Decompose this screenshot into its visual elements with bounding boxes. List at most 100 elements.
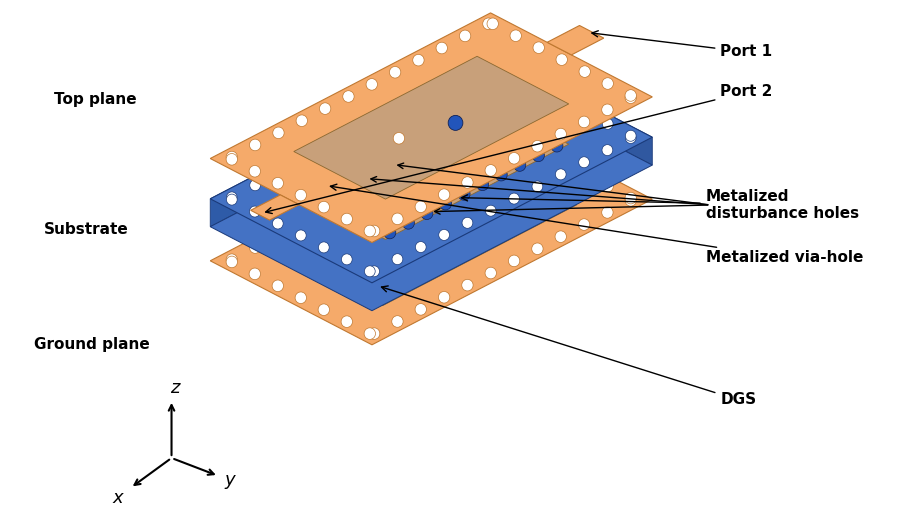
Circle shape [458,188,470,200]
Circle shape [343,193,354,205]
Text: Port 2: Port 2 [266,84,773,214]
Circle shape [552,200,561,210]
Circle shape [462,279,473,291]
Circle shape [392,135,405,147]
Circle shape [296,155,307,166]
Circle shape [399,280,408,289]
Circle shape [484,164,493,174]
Circle shape [418,189,428,199]
Circle shape [379,290,389,299]
Polygon shape [211,53,491,227]
Circle shape [320,144,330,154]
Circle shape [398,199,408,210]
Circle shape [483,59,494,69]
Circle shape [529,126,541,138]
Circle shape [295,230,306,241]
Circle shape [304,188,316,200]
Circle shape [462,217,472,228]
Circle shape [602,207,613,218]
Circle shape [272,280,284,292]
Circle shape [300,183,311,195]
Circle shape [476,178,489,191]
Circle shape [533,42,544,54]
Circle shape [524,184,533,195]
Circle shape [453,213,461,220]
Circle shape [485,267,497,279]
Circle shape [508,153,520,164]
Circle shape [369,286,378,295]
Circle shape [532,140,543,152]
Circle shape [249,206,260,217]
Circle shape [518,137,528,147]
Text: Top plane: Top plane [54,93,137,108]
Circle shape [390,169,400,181]
Circle shape [556,156,567,168]
Text: Substrate: Substrate [44,223,129,237]
Circle shape [602,180,614,192]
Circle shape [400,240,408,248]
Polygon shape [491,53,652,165]
Circle shape [510,30,521,41]
Circle shape [226,151,238,163]
Circle shape [393,132,405,144]
Circle shape [402,217,414,229]
Circle shape [227,192,238,203]
Circle shape [436,260,446,270]
Circle shape [454,125,465,135]
Circle shape [437,179,448,189]
Circle shape [355,177,365,188]
Circle shape [337,163,349,176]
Circle shape [249,268,260,280]
Circle shape [343,131,354,142]
Circle shape [296,115,308,127]
Circle shape [625,192,636,204]
Circle shape [438,229,449,241]
Circle shape [482,121,494,132]
Circle shape [320,240,330,249]
Circle shape [626,130,636,142]
Circle shape [556,94,567,105]
Circle shape [626,132,636,144]
Circle shape [556,54,567,65]
Circle shape [302,250,310,259]
Circle shape [494,230,503,240]
Circle shape [390,66,400,78]
Circle shape [533,210,542,220]
Circle shape [415,304,427,315]
Circle shape [364,225,375,237]
Circle shape [555,128,566,140]
Circle shape [488,119,499,129]
Circle shape [438,189,450,200]
Circle shape [555,169,566,180]
Circle shape [454,170,464,180]
Polygon shape [293,96,569,240]
Circle shape [366,78,377,90]
Circle shape [511,117,524,129]
Circle shape [356,215,369,227]
Circle shape [343,195,353,205]
Circle shape [414,233,421,241]
Circle shape [378,210,388,219]
Circle shape [487,121,499,132]
Circle shape [625,92,636,103]
Circle shape [383,226,396,239]
Circle shape [368,225,380,237]
Circle shape [533,145,544,156]
Circle shape [296,217,308,229]
Polygon shape [211,115,652,345]
Circle shape [272,178,284,189]
Circle shape [356,154,367,166]
Circle shape [459,30,471,42]
Circle shape [492,192,500,200]
Circle shape [460,70,471,82]
Circle shape [448,105,460,118]
Circle shape [417,190,426,199]
Circle shape [354,200,364,210]
Circle shape [440,219,447,227]
Circle shape [318,304,329,315]
Circle shape [514,159,526,171]
Circle shape [466,206,473,214]
Circle shape [295,189,307,201]
Circle shape [509,130,520,140]
Circle shape [273,167,284,179]
